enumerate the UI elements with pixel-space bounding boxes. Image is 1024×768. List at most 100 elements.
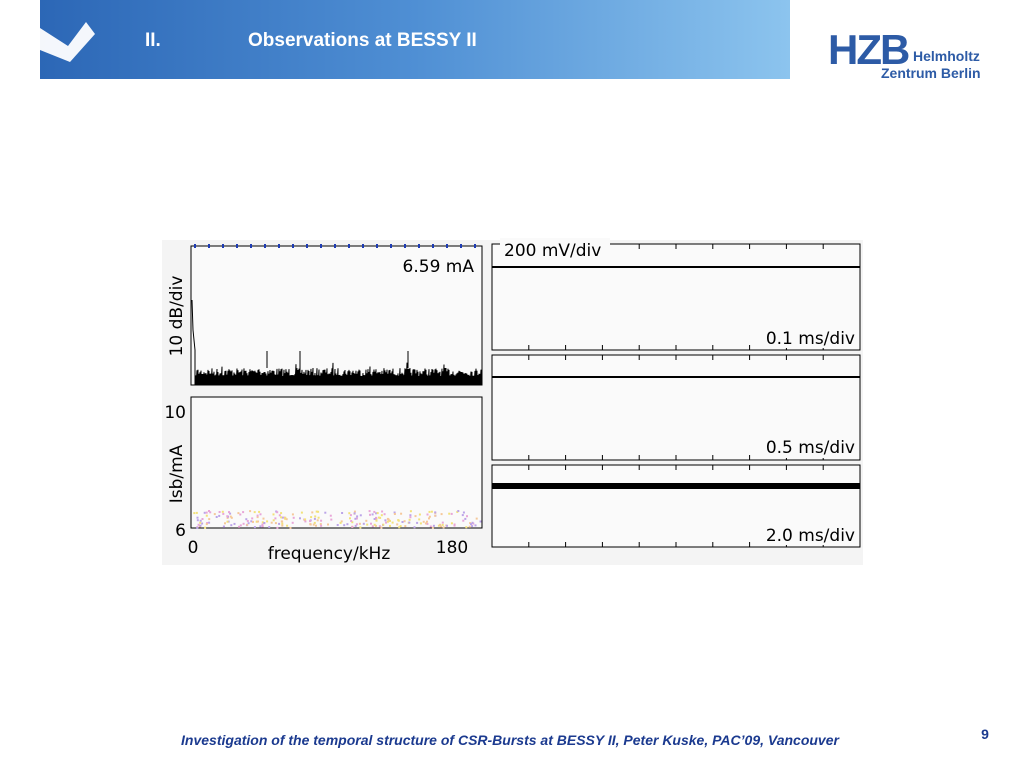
sideband-dot <box>429 525 432 528</box>
sideband-dot <box>228 511 230 514</box>
sideband-dot <box>387 518 390 521</box>
sideband-dot <box>362 522 365 525</box>
sideband-dot <box>205 511 208 514</box>
sideband-dot <box>289 526 292 529</box>
sideband-dot <box>350 520 353 522</box>
sideband-dot <box>324 511 327 514</box>
sideband-dot <box>193 512 196 515</box>
sideband-dot <box>471 521 474 524</box>
sideband-dot <box>414 515 417 518</box>
sideband-dot <box>253 511 256 514</box>
sideband-dot <box>441 521 444 524</box>
sideband-dot <box>270 521 273 524</box>
sideband-dot <box>258 510 261 513</box>
sideband-dot <box>349 514 352 517</box>
sideband-dot <box>397 519 400 522</box>
sideband-dot <box>229 515 232 518</box>
sideband-dot <box>428 510 431 513</box>
sideband-dot <box>408 518 411 521</box>
sideband-dot <box>329 514 332 517</box>
sideband-dot <box>426 522 429 525</box>
spectrum-trace <box>191 299 482 386</box>
sideband-dot <box>280 512 283 515</box>
sideband-dot <box>371 513 374 516</box>
sideband-dot <box>320 519 323 522</box>
header-band <box>40 0 790 79</box>
sideband-dot <box>199 521 202 524</box>
sideband-y-tick: 10 <box>164 403 186 423</box>
sideband-dot <box>233 522 236 525</box>
sideband-dot <box>263 522 266 524</box>
sideband-dot <box>379 516 382 519</box>
sideband-dot <box>346 523 349 526</box>
sideband-dot <box>205 523 208 526</box>
sideband-dot <box>201 518 204 520</box>
sideband-dot <box>431 526 434 529</box>
scope-label-bg <box>756 523 858 545</box>
sideband-dot <box>284 516 287 519</box>
sideband-dot <box>266 520 269 523</box>
sideband-dot <box>358 522 361 525</box>
page-number: 9 <box>981 726 989 742</box>
sideband-dot <box>375 512 378 515</box>
sideband-dot <box>278 522 281 525</box>
sideband-dot <box>348 512 351 515</box>
sideband-dot <box>409 514 412 517</box>
sideband-dot <box>239 524 242 527</box>
sideband-dot <box>450 512 453 515</box>
sideband-dot <box>195 511 198 514</box>
sideband-dot <box>309 520 311 523</box>
sideband-dot <box>441 523 444 526</box>
sideband-dot <box>373 523 376 526</box>
sideband-dot <box>272 519 275 522</box>
scope-time: 0.1 ms/div <box>766 329 855 349</box>
sideband-dot <box>249 510 252 513</box>
sideband-dot <box>317 516 320 519</box>
sideband-dot <box>199 519 202 522</box>
sideband-dot <box>304 518 307 521</box>
sideband-dot <box>389 524 391 527</box>
sideband-dot <box>242 511 245 514</box>
sideband-dot <box>281 524 284 527</box>
scope-scale: 200 mV/div <box>504 241 601 261</box>
sideband-dot <box>386 520 389 523</box>
sideband-dot <box>353 510 356 513</box>
sideband-dot <box>448 512 451 515</box>
sideband-dot <box>359 526 362 529</box>
sideband-dot <box>369 513 371 516</box>
sideband-dot <box>247 522 250 525</box>
spectrum-y-label: 10 dB/div <box>167 276 187 357</box>
sideband-dot <box>215 516 218 518</box>
sideband-dot <box>457 510 460 512</box>
sideband-x-tick: 180 <box>436 538 468 558</box>
sideband-dot <box>197 523 200 526</box>
sideband-dot <box>226 520 229 523</box>
sideband-dot <box>434 511 437 514</box>
sideband-dot <box>314 515 317 518</box>
sideband-dot <box>255 520 258 523</box>
footer-text: Investigation of the temporal structure … <box>181 732 840 748</box>
section-number: II. <box>145 30 161 51</box>
logo-line2: Zentrum Berlin <box>881 65 981 81</box>
sideband-dot <box>424 522 427 525</box>
sideband-dot <box>375 519 378 522</box>
sideband-dot <box>268 526 271 528</box>
sideband-dot <box>426 520 428 523</box>
sideband-dot <box>291 513 294 516</box>
sideband-dot <box>226 516 229 519</box>
sideband-dot <box>383 513 386 516</box>
sideband-dot <box>257 520 259 523</box>
sideband-dot <box>315 524 317 527</box>
sideband-dot <box>462 519 465 522</box>
sideband-dot <box>221 510 224 513</box>
sideband-dot <box>471 525 474 528</box>
sideband-dot <box>209 511 212 514</box>
sideband-dot <box>355 523 358 526</box>
sideband-dot <box>432 524 435 527</box>
sideband-dot <box>208 518 211 521</box>
sideband-dot <box>434 514 437 517</box>
sideband-dot <box>256 514 259 517</box>
sideband-dot <box>380 526 383 529</box>
sideband-dot <box>400 512 403 515</box>
